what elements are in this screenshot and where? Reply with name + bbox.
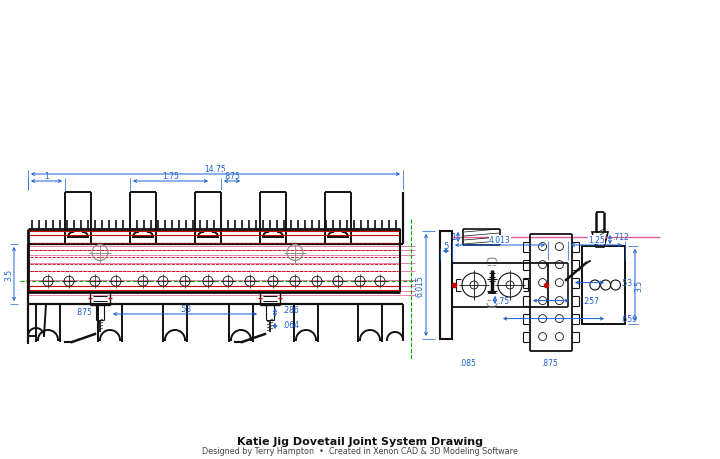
Text: 6.015: 6.015 bbox=[416, 274, 425, 296]
Text: .875: .875 bbox=[541, 359, 559, 368]
Text: .712: .712 bbox=[612, 233, 629, 242]
Text: 3.5: 3.5 bbox=[4, 269, 13, 280]
Text: .085: .085 bbox=[459, 359, 477, 368]
Text: 3.5: 3.5 bbox=[634, 280, 643, 291]
Text: 1.75: 1.75 bbox=[162, 172, 179, 180]
Text: .286: .286 bbox=[282, 305, 299, 314]
Text: 1.25: 1.25 bbox=[588, 235, 605, 245]
Text: Designed by Terry Hampton  •  Created in Xenon CAD & 3D Modeling Software: Designed by Terry Hampton • Created in X… bbox=[202, 447, 518, 455]
Text: .75: .75 bbox=[497, 296, 509, 305]
Text: .875: .875 bbox=[76, 308, 92, 316]
Text: .53: .53 bbox=[179, 304, 191, 313]
Text: 14.75: 14.75 bbox=[204, 165, 226, 174]
Bar bbox=[440, 231, 452, 339]
Text: .064: .064 bbox=[282, 320, 299, 329]
Text: .257: .257 bbox=[582, 297, 599, 305]
Text: 1: 1 bbox=[44, 172, 49, 180]
Text: .53: .53 bbox=[620, 279, 632, 287]
Text: .875: .875 bbox=[224, 172, 240, 180]
Text: 1: 1 bbox=[451, 233, 456, 242]
Text: Katie Jig Dovetail Joint System Drawing: Katie Jig Dovetail Joint System Drawing bbox=[237, 436, 483, 446]
Text: .5: .5 bbox=[442, 241, 449, 251]
Text: 4.013: 4.013 bbox=[489, 235, 511, 245]
Bar bbox=[582, 246, 625, 325]
Text: .659: .659 bbox=[620, 314, 637, 324]
